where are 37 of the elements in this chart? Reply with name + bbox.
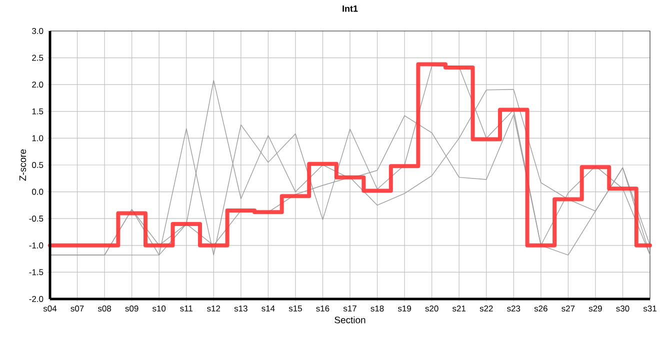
y-tick-label: 0.5 <box>32 162 44 168</box>
y-axis-title: Z-score <box>19 149 26 181</box>
x-tick-label: s08 <box>98 306 112 312</box>
y-tick-label: -2.0 <box>29 296 44 302</box>
x-tick-label: s30 <box>616 306 630 312</box>
chart-title: Int1 <box>342 6 358 12</box>
y-tick-label: -1.5 <box>29 269 44 276</box>
x-tick-label: s04 <box>43 306 57 312</box>
x-tick-label: s11 <box>180 306 192 312</box>
x-tick-label: s31 <box>643 306 656 312</box>
x-tick-label: s12 <box>207 306 220 312</box>
y-tick-label: 1.5 <box>32 108 44 114</box>
y-tick-label: 3.0 <box>32 28 44 34</box>
x-tick-label: s20 <box>425 306 438 312</box>
x-tick-label: s14 <box>262 306 275 312</box>
x-tick-label: s23 <box>507 306 520 312</box>
y-tick-label: -1.0 <box>29 242 44 248</box>
y-tick-label: -0.5 <box>29 216 44 222</box>
x-tick-label: s19 <box>398 306 411 312</box>
x-axis-title: Section <box>334 316 366 324</box>
y-tick-label: 0.0 <box>32 188 44 195</box>
y-tick-label: 2.5 <box>32 54 44 61</box>
x-tick-label: s07 <box>70 306 84 312</box>
x-tick-label: s29 <box>588 306 602 312</box>
y-tick-label: 2.0 <box>32 82 44 88</box>
x-tick-label: s17 <box>343 306 356 312</box>
x-tick-label: s13 <box>234 306 248 312</box>
y-tick-label: 1.0 <box>32 135 44 142</box>
x-tick-label: s27 <box>562 306 575 312</box>
x-tick-label: s26 <box>534 306 548 312</box>
x-tick-label: s22 <box>480 306 493 312</box>
x-tick-label: s09 <box>125 306 138 312</box>
x-tick-label: s21 <box>452 306 466 312</box>
x-tick-label: s15 <box>288 306 302 312</box>
x-tick-label: s16 <box>316 306 330 312</box>
x-tick-label: s10 <box>152 306 166 312</box>
x-tick-label: s18 <box>370 306 384 312</box>
